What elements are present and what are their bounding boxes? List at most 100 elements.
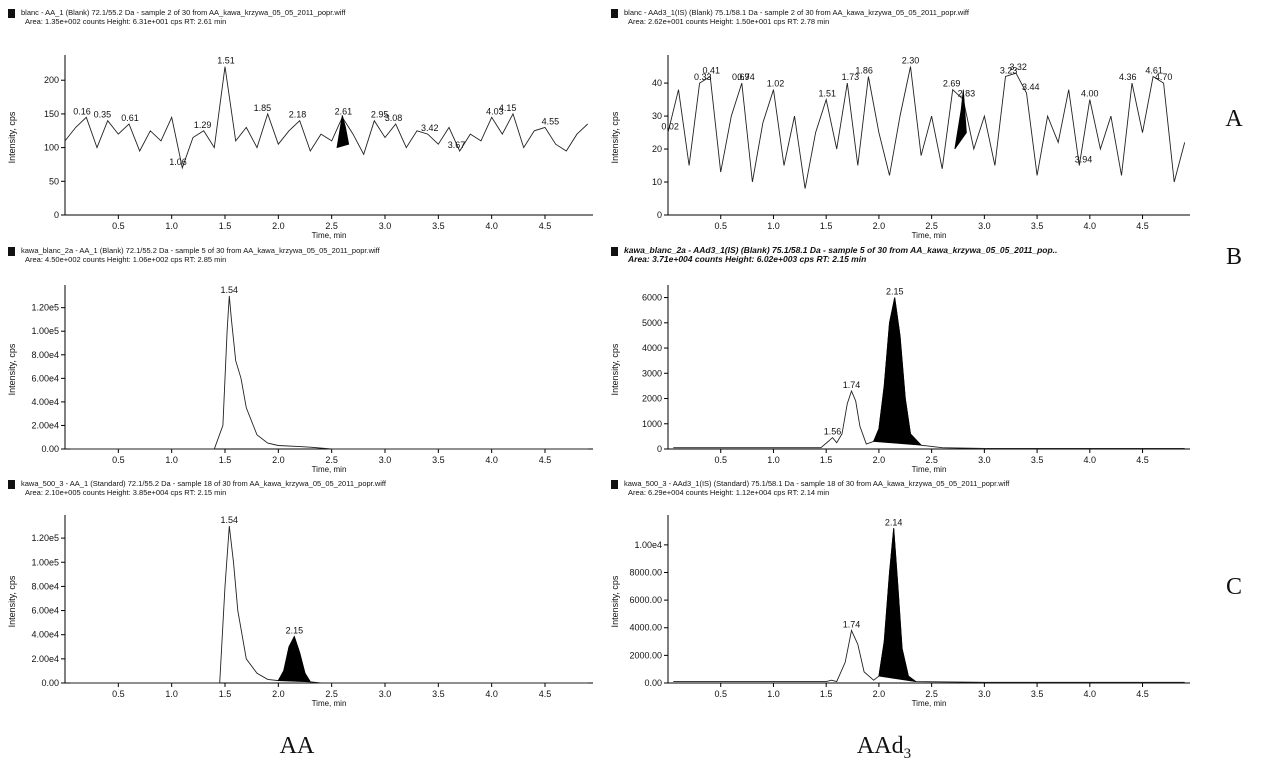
y-axis-label: Intensity, cps [610, 575, 620, 627]
x-axis-label: Time, min [912, 465, 947, 474]
peak-label: 3.08 [385, 113, 403, 123]
y-tick-label: 6000.00 [629, 595, 662, 605]
trace [673, 297, 1185, 449]
y-tick-label: 20 [652, 144, 662, 154]
column-label-text: AAd [857, 733, 904, 759]
peak-label: 1.29 [194, 120, 212, 130]
y-tick-label: 1.20e5 [31, 533, 59, 543]
header-title: kawa_blanc_2a - AAd3_1(IS) (Blank) 75.1/… [624, 245, 1057, 255]
x-tick-label: 4.5 [539, 221, 552, 231]
x-tick-label: 1.0 [767, 455, 780, 465]
peak-label: 2.15 [286, 626, 304, 636]
x-axis-label: Time, min [312, 699, 347, 708]
x-tick-label: 1.0 [165, 689, 178, 699]
y-tick-label: 1.00e5 [31, 326, 59, 336]
peak-label: 3.32 [1009, 62, 1027, 72]
peak-label: 3.23 [1000, 65, 1018, 75]
x-tick-label: 3.0 [978, 455, 991, 465]
peak-label: 0.35 [94, 110, 112, 120]
trace [667, 66, 1186, 189]
integrated-peak [873, 297, 923, 446]
x-tick-label: 0.5 [112, 689, 125, 699]
y-tick-label: 40 [652, 78, 662, 88]
x-tick-label: 0.5 [112, 221, 125, 231]
y-tick-label: 0 [657, 444, 662, 454]
x-tick-label: 4.5 [1136, 689, 1149, 699]
y-tick-label: 0 [657, 210, 662, 220]
x-tick-label: 4.0 [485, 689, 498, 699]
x-tick-label: 2.5 [925, 689, 938, 699]
header-marker [611, 480, 618, 489]
x-tick-label: 4.5 [539, 455, 552, 465]
peak-label: 0.69 [732, 72, 750, 82]
x-tick-label: 0.5 [714, 455, 727, 465]
x-tick-label: 4.0 [485, 455, 498, 465]
x-tick-label: 2.0 [873, 221, 886, 231]
x-tick-label: 3.0 [379, 221, 392, 231]
peak-label: 4.36 [1119, 72, 1137, 82]
peak-label: 1.74 [843, 380, 861, 390]
x-axis-label: Time, min [312, 465, 347, 474]
header-subtitle: Area: 1.35e+002 counts Height: 6.31e+001… [25, 17, 226, 26]
x-tick-label: 4.5 [1136, 221, 1149, 231]
y-tick-label: 0.00 [41, 444, 59, 454]
y-tick-label: 2000.00 [629, 650, 662, 660]
x-tick-label: 2.5 [925, 455, 938, 465]
peak-label: 4.00 [1081, 89, 1099, 99]
x-tick-label: 1.5 [219, 689, 232, 699]
y-tick-label: 2000 [642, 394, 662, 404]
x-tick-label: 1.0 [767, 221, 780, 231]
y-tick-label: 5000 [642, 318, 662, 328]
x-tick-label: 2.0 [272, 221, 285, 231]
peak-label: 2.61 [335, 106, 353, 116]
y-tick-label: 150 [44, 109, 59, 119]
header-subtitle: Area: 6.29e+004 counts Height: 1.12e+004… [628, 488, 829, 497]
peak-label: 4.70 [1155, 72, 1173, 82]
y-tick-label: 4000 [642, 343, 662, 353]
row-label: C [1226, 574, 1242, 600]
x-tick-label: 4.0 [485, 221, 498, 231]
peak-label: 1.54 [221, 285, 239, 295]
column-label: AA [280, 733, 315, 759]
integrated-peak [336, 115, 350, 149]
y-tick-label: 0 [54, 210, 59, 220]
header-subtitle: Area: 2.62e+001 counts Height: 1.50e+001… [628, 17, 829, 26]
peak-label: 1.85 [254, 103, 272, 113]
peak-label: 0.16 [73, 106, 91, 116]
x-tick-label: 1.5 [820, 455, 833, 465]
x-tick-label: 2.5 [325, 455, 338, 465]
row-label: B [1226, 244, 1242, 270]
x-tick-label: 3.5 [1031, 689, 1044, 699]
x-tick-label: 1.0 [165, 455, 178, 465]
trace [70, 525, 588, 684]
x-tick-label: 3.5 [432, 455, 445, 465]
column-label: AAd3 [857, 733, 911, 762]
x-tick-label: 3.0 [978, 689, 991, 699]
header-title: kawa_500_3 - AAd3_1(IS) (Standard) 75.1/… [624, 479, 1010, 488]
header-marker [8, 480, 15, 489]
header-title: kawa_500_3 - AA_1 (Standard) 72.1/55.2 D… [21, 479, 387, 488]
y-tick-label: 1.00e5 [31, 557, 59, 567]
y-tick-label: 6000 [642, 293, 662, 303]
x-tick-label: 2.5 [325, 689, 338, 699]
x-tick-label: 4.5 [539, 689, 552, 699]
x-tick-label: 3.5 [1031, 221, 1044, 231]
peak-label: 0.02 [661, 122, 679, 132]
x-tick-label: 4.0 [1084, 221, 1097, 231]
x-tick-label: 0.5 [112, 455, 125, 465]
integrated-peak [277, 635, 312, 683]
y-tick-label: 4.00e4 [31, 397, 59, 407]
peak-label: 2.69 [943, 79, 961, 89]
peak-label: 4.03 [486, 106, 504, 116]
y-axis-label: Intensity, cps [7, 111, 17, 163]
peak-label: 1.06 [169, 157, 187, 167]
header-marker [611, 247, 618, 256]
x-tick-label: 2.0 [272, 455, 285, 465]
y-tick-label: 2.00e4 [31, 654, 59, 664]
x-axis-label: Time, min [912, 231, 947, 240]
y-tick-label: 0.00 [41, 678, 59, 688]
header-marker [611, 9, 618, 18]
y-tick-label: 1000 [642, 419, 662, 429]
y-tick-label: 8000.00 [629, 567, 662, 577]
peak-label: 1.73 [842, 72, 860, 82]
